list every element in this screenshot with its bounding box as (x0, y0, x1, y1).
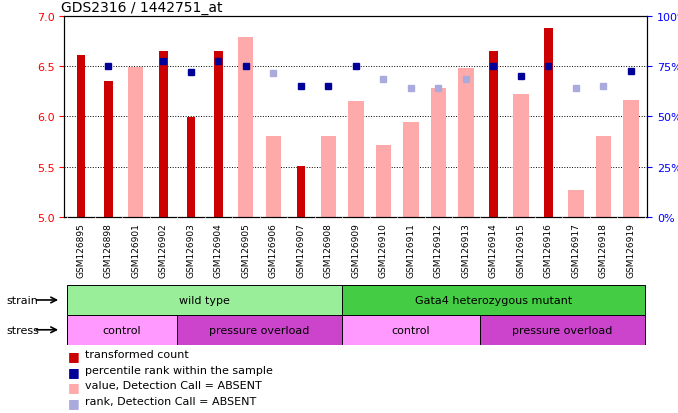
Bar (596, 137, 611, 217)
Text: control: control (392, 325, 431, 335)
Bar (177, 315, 342, 345)
Text: GSM126919: GSM126919 (626, 223, 635, 278)
Bar (342, 285, 645, 315)
Bar (296, 166, 305, 217)
Text: GSM126917: GSM126917 (572, 223, 580, 278)
Text: GSM126918: GSM126918 (599, 223, 608, 278)
Text: pressure overload: pressure overload (512, 325, 612, 335)
Text: GSM126910: GSM126910 (379, 223, 388, 278)
Bar (266, 137, 281, 217)
Text: percentile rank within the sample: percentile rank within the sample (85, 365, 273, 375)
Text: GSM126912: GSM126912 (434, 223, 443, 277)
Text: ■: ■ (68, 349, 79, 362)
Bar (239, 38, 254, 217)
Bar (159, 52, 168, 217)
Text: GSM126911: GSM126911 (406, 223, 416, 278)
Text: GSM126908: GSM126908 (324, 223, 333, 278)
Text: value, Detection Call = ABSENT: value, Detection Call = ABSENT (85, 380, 262, 390)
Text: GDS2316 / 1442751_at: GDS2316 / 1442751_at (62, 0, 223, 14)
Bar (431, 89, 446, 217)
Text: GSM126902: GSM126902 (159, 223, 168, 277)
Text: Gata4 heterozygous mutant: Gata4 heterozygous mutant (415, 295, 572, 305)
Text: ■: ■ (68, 365, 79, 377)
Bar (128, 68, 144, 217)
Text: GSM126905: GSM126905 (241, 223, 250, 278)
Bar (321, 137, 336, 217)
Bar (348, 102, 363, 217)
Text: transformed count: transformed count (85, 349, 188, 359)
Text: ■: ■ (68, 380, 79, 393)
Bar (67, 315, 177, 345)
Bar (458, 69, 473, 217)
Bar (403, 123, 418, 217)
Bar (342, 315, 480, 345)
Bar (67, 285, 342, 315)
Bar (489, 52, 498, 217)
Text: GSM126903: GSM126903 (186, 223, 195, 278)
Bar (376, 146, 391, 217)
Text: GSM126904: GSM126904 (214, 223, 223, 277)
Bar (104, 82, 113, 217)
Bar (77, 56, 85, 217)
Text: GSM126909: GSM126909 (351, 223, 361, 278)
Text: GSM126901: GSM126901 (132, 223, 140, 278)
Text: control: control (103, 325, 142, 335)
Bar (480, 315, 645, 345)
Bar (186, 118, 195, 217)
Text: GSM126913: GSM126913 (462, 223, 471, 278)
Text: wild type: wild type (179, 295, 230, 305)
Text: GSM126906: GSM126906 (269, 223, 278, 278)
Text: GSM126907: GSM126907 (296, 223, 306, 278)
Text: GSM126916: GSM126916 (544, 223, 553, 278)
Bar (624, 101, 639, 217)
Text: GSM126895: GSM126895 (77, 223, 85, 278)
Text: strain: strain (7, 295, 39, 305)
Text: pressure overload: pressure overload (210, 325, 310, 335)
Text: GSM126898: GSM126898 (104, 223, 113, 278)
Bar (544, 29, 553, 217)
Text: GSM126914: GSM126914 (489, 223, 498, 277)
Text: stress: stress (7, 325, 39, 335)
Bar (513, 95, 529, 217)
Text: rank, Detection Call = ABSENT: rank, Detection Call = ABSENT (85, 396, 256, 406)
Text: ■: ■ (68, 396, 79, 409)
Bar (214, 52, 223, 217)
Bar (568, 190, 584, 217)
Text: GSM126915: GSM126915 (517, 223, 525, 278)
